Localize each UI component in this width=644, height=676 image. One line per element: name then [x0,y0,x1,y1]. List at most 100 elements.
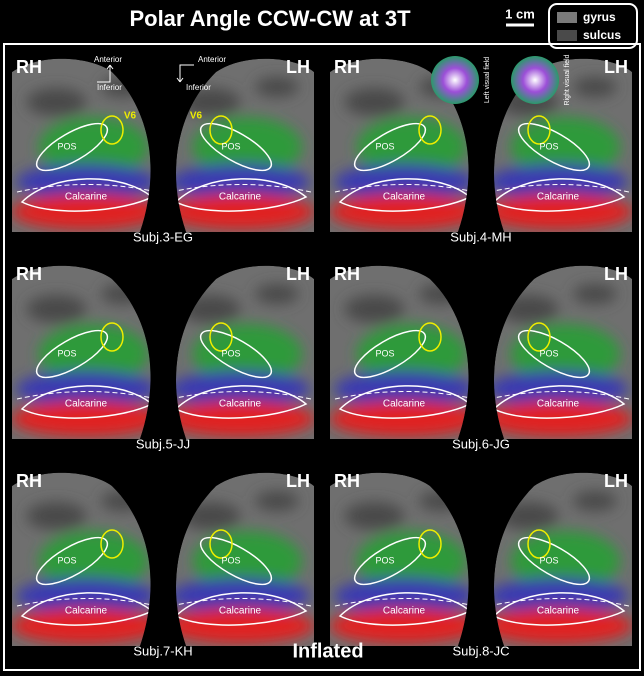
green-region [356,324,467,384]
sulcus-region [573,284,617,304]
activation [494,284,632,437]
footer-label: Inflated [292,640,363,662]
green-region [356,531,467,591]
red-region [12,608,151,644]
roi-outline [527,322,551,352]
figure-title: Polar Angle CCW-CW at 3T [129,6,411,31]
pos-label: POS [539,348,558,358]
roi-outline [100,115,124,145]
orientation-label: Anterior [94,55,122,64]
subject-label: Subj.4-MH [450,229,511,244]
hemisphere [12,265,151,439]
scale-bar-label: 1 cm [505,6,535,21]
red-region [176,194,314,230]
pos-outline [35,536,109,586]
pos-outline [517,329,591,379]
calcarine-outline [494,178,626,212]
blue-region [494,578,628,614]
blue-region [16,578,151,614]
calcarine-outline [20,592,151,626]
pos-outline [353,329,427,379]
roi-outline [418,115,442,145]
blue-region [494,164,628,200]
calcarine-outline [20,385,151,419]
pos-label: POS [57,555,76,565]
green-region [510,531,621,591]
red-region [494,401,632,437]
pos-outline [35,329,109,379]
calcarine-label: Calcarine [537,192,580,203]
red-region [330,608,469,644]
calcarine-label: Calcarine [65,606,108,617]
roi-outline [527,529,551,559]
green-region [38,324,149,384]
sulcus-swatch [557,30,577,41]
pos-outline [353,122,427,172]
hemisphere-label: LH [604,264,628,284]
sulcus-region [573,491,617,511]
roi-outline [418,529,442,559]
calcarine-label: Calcarine [219,192,262,203]
calcarine-outline [176,178,308,212]
hemisphere [176,265,314,439]
roi-outline [100,529,124,559]
calcarine-label: Calcarine [383,606,426,617]
hemisphere [330,472,469,646]
panel: POS Calcarine RH POS Calcarine LH Subj.7-KH [12,471,314,658]
color-wheel [511,56,559,104]
subject-label: Subj.6-JG [452,436,510,451]
hemisphere-label: LH [286,471,310,491]
green-region [510,324,621,384]
red-region [12,194,151,230]
calcarine-outline [338,385,469,419]
subject-label: Subj.5-JJ [136,436,190,451]
pos-label: POS [221,555,240,565]
blue-region [334,371,469,407]
roi-outline [527,115,551,145]
color-wheel-label: Right visual field [564,54,571,105]
orientation: Anterior Inferior [94,55,122,92]
figure-frame [3,43,641,671]
hemisphere-label: LH [286,264,310,284]
blue-region [16,164,151,200]
red-region [330,401,469,437]
red-region [176,401,314,437]
hemisphere-label: LH [604,57,628,77]
pos-label: POS [375,555,394,565]
sulcus-region [255,491,299,511]
pos-label: POS [221,141,240,151]
calcarine-outline [176,592,308,626]
panel: POS Calcarine RH POS Calcarine LH Subj.8-JC [330,471,632,658]
pos-label: POS [539,141,558,151]
hemisphere-label: RH [16,57,42,77]
activation [330,491,469,644]
calcarine-label: Calcarine [383,399,426,410]
sulcus-region [255,284,299,304]
subject-label: Subj.7-KH [133,643,192,658]
pos-label: POS [57,348,76,358]
panel: POS Calcarine RH POS Calcarine LH Subj.6-JG [330,264,632,451]
blue-region [494,371,628,407]
green-region [38,531,149,591]
sulcus-region [344,88,405,116]
activation [12,284,151,437]
hemisphere [330,58,469,233]
hemisphere [176,472,314,646]
subject-label: Subj.8-JC [452,643,509,658]
blue-region [334,164,469,200]
pos-label: POS [57,141,76,151]
hemisphere-label: LH [604,471,628,491]
roi-outline [209,529,233,559]
panels: POS Calcarine RH V6 POS Calcarine LH V6 Subj.3-E… [12,54,632,658]
sulcus-region [255,77,299,97]
calcarine-label: Calcarine [537,399,580,410]
green-region [510,117,621,177]
pos-label: POS [539,555,558,565]
red-region [494,608,632,644]
hemisphere-label: LH [286,57,310,77]
sulcus-region [344,295,405,323]
roi-label: V6 [190,111,203,122]
hemisphere [494,265,632,439]
hemisphere-label: RH [334,57,360,77]
